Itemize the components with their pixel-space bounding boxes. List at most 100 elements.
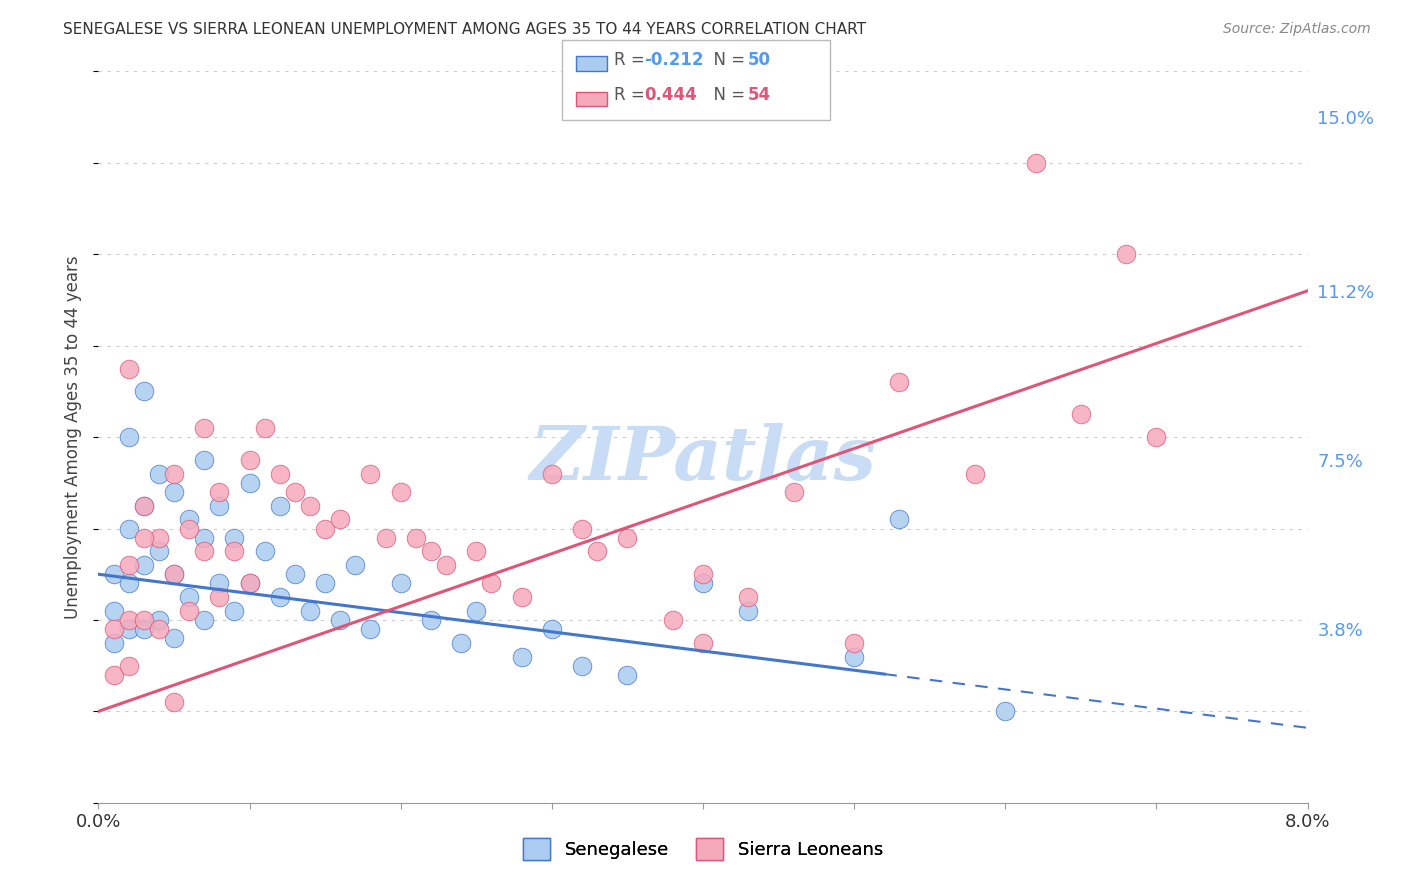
Point [510, 590, 533, 604]
Point [132, 499, 155, 513]
Point [360, 622, 382, 636]
Point [118, 521, 141, 535]
Point [103, 567, 125, 582]
Point [163, 485, 186, 500]
Point [148, 544, 170, 558]
Point [737, 604, 759, 618]
Point [465, 544, 488, 558]
Point [1115, 247, 1137, 261]
Point [179, 512, 201, 526]
Point [299, 604, 322, 618]
Point [208, 499, 231, 513]
Point [965, 467, 987, 481]
Point [844, 649, 866, 664]
Point [193, 453, 215, 467]
Point [253, 421, 276, 435]
Text: SENEGALESE VS SIERRA LEONEAN UNEMPLOYMENT AMONG AGES 35 TO 44 YEARS CORRELATION : SENEGALESE VS SIERRA LEONEAN UNEMPLOYMEN… [63, 22, 866, 37]
Point [118, 430, 141, 444]
Legend: Senegalese, Sierra Leoneans: Senegalese, Sierra Leoneans [516, 830, 890, 867]
Point [586, 544, 609, 558]
Text: 54: 54 [748, 87, 770, 104]
Point [692, 567, 714, 582]
Point [616, 667, 638, 681]
Text: -0.212: -0.212 [644, 51, 703, 69]
Text: ZIPatlas: ZIPatlas [530, 423, 876, 495]
Point [314, 576, 336, 591]
Point [692, 576, 714, 591]
Point [571, 658, 593, 673]
Point [269, 467, 291, 481]
Point [450, 636, 472, 650]
Point [616, 531, 638, 545]
Point [661, 613, 683, 627]
Point [299, 499, 322, 513]
Point [374, 531, 396, 545]
Point [239, 475, 262, 490]
Point [692, 636, 714, 650]
Text: N =: N = [703, 51, 751, 69]
Point [329, 512, 352, 526]
Point [224, 604, 246, 618]
Point [540, 467, 562, 481]
Point [481, 576, 503, 591]
Point [269, 499, 291, 513]
Point [103, 636, 125, 650]
Y-axis label: Unemployment Among Ages 35 to 44 years: Unemployment Among Ages 35 to 44 years [65, 255, 83, 619]
Point [193, 531, 215, 545]
Point [253, 544, 276, 558]
Point [103, 622, 125, 636]
Point [118, 576, 141, 591]
Point [148, 531, 170, 545]
Point [163, 567, 186, 582]
Point [148, 467, 170, 481]
Point [208, 590, 231, 604]
Point [329, 613, 352, 627]
Point [132, 499, 155, 513]
Point [405, 531, 427, 545]
Point [103, 604, 125, 618]
Point [193, 613, 215, 627]
Point [163, 467, 186, 481]
Point [103, 667, 125, 681]
Point [420, 544, 443, 558]
Point [239, 576, 262, 591]
Point [465, 604, 488, 618]
Point [118, 613, 141, 627]
Point [224, 531, 246, 545]
Point [179, 604, 201, 618]
Point [540, 622, 562, 636]
Text: R =: R = [614, 87, 651, 104]
Point [118, 658, 141, 673]
Point [1025, 155, 1047, 169]
Point [344, 558, 367, 573]
Point [118, 622, 141, 636]
Point [360, 467, 382, 481]
Point [132, 613, 155, 627]
Point [208, 485, 231, 500]
Point [179, 521, 201, 535]
Point [163, 567, 186, 582]
Point [179, 590, 201, 604]
Point [889, 376, 911, 390]
Point [844, 636, 866, 650]
Point [783, 485, 806, 500]
Point [314, 521, 336, 535]
Text: 0.444: 0.444 [644, 87, 697, 104]
Point [239, 576, 262, 591]
Point [208, 576, 231, 591]
Point [510, 649, 533, 664]
Point [1070, 407, 1092, 421]
Point [132, 558, 155, 573]
Point [163, 695, 186, 709]
Point [148, 622, 170, 636]
Text: N =: N = [703, 87, 751, 104]
Point [420, 613, 443, 627]
Point [389, 485, 412, 500]
Point [1146, 430, 1168, 444]
Point [132, 622, 155, 636]
Text: R =: R = [614, 51, 651, 69]
Point [239, 453, 262, 467]
Point [193, 421, 215, 435]
Point [284, 567, 307, 582]
Point [284, 485, 307, 500]
